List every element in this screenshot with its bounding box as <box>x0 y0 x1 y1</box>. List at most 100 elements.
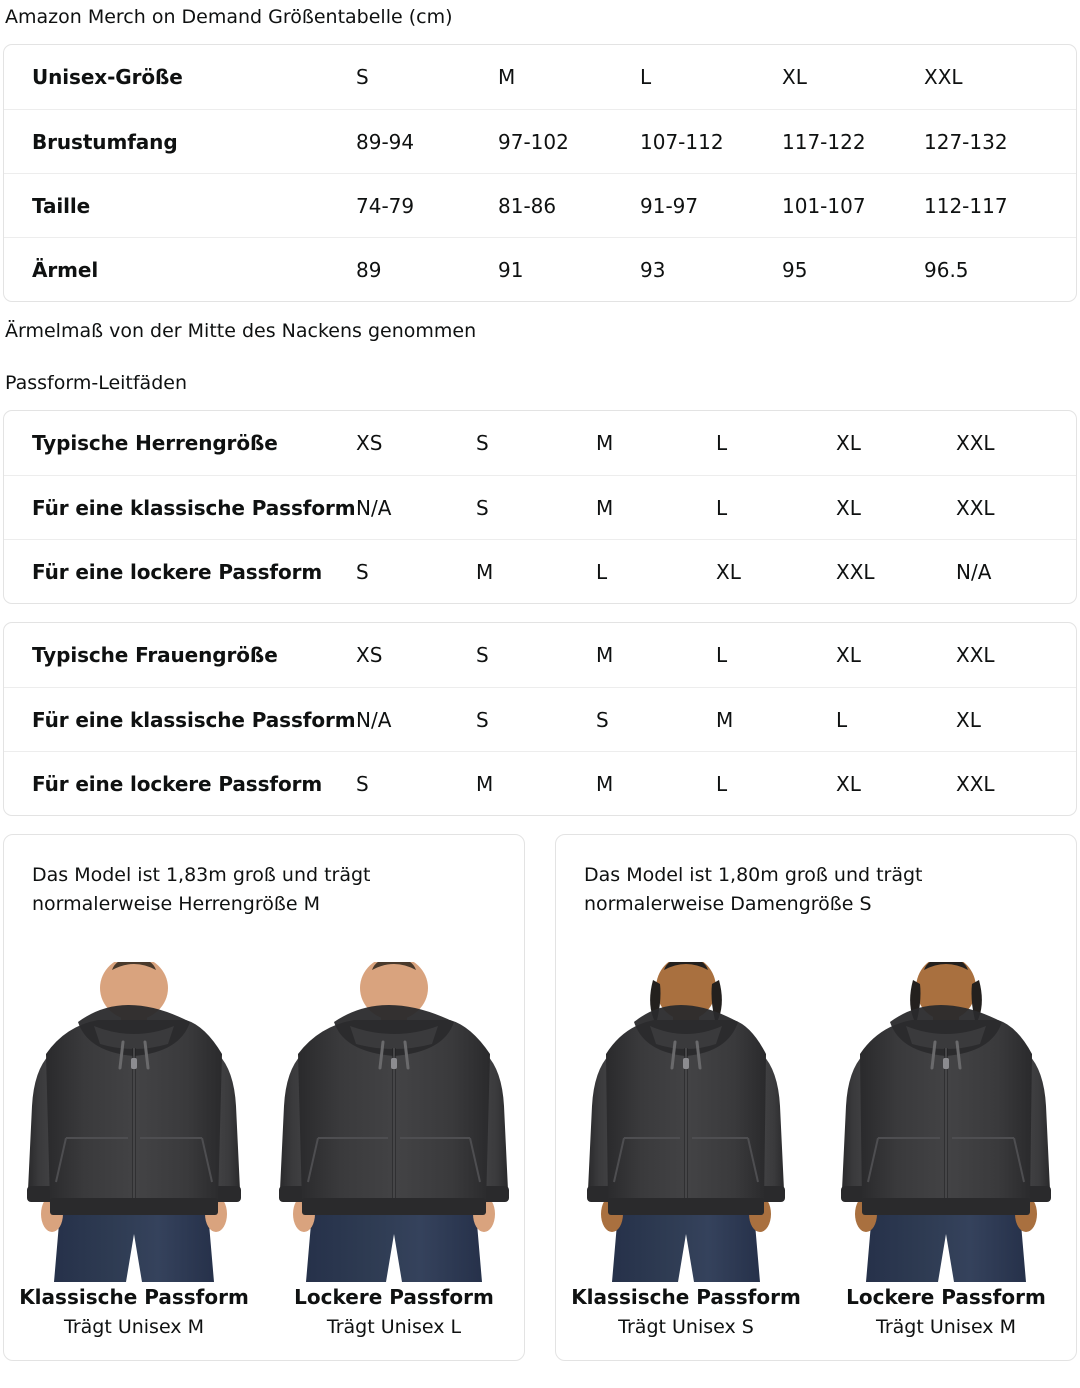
mens-fit-row-label: Typische Herrengröße <box>32 431 278 455</box>
table-row: Für eine lockere Passform S M L XL XXL N/A <box>4 539 1076 603</box>
size-row-label: Taille <box>32 193 91 218</box>
model-photo-classic <box>10 962 258 1282</box>
table-cell: XL <box>716 559 741 584</box>
table-cell: 89-94 <box>356 129 415 154</box>
wears-size-label: Trägt Unisex S <box>618 1316 754 1338</box>
table-cell: 101-107 <box>782 193 866 218</box>
womens-fit-row-label: Typische Frauengröße <box>32 643 278 667</box>
table-cell: S <box>356 771 369 796</box>
model-card-captions: Klassische Passform Trägt Unisex M Lockere… <box>4 1282 524 1360</box>
table-cell: XL <box>836 771 861 796</box>
page-title: Amazon Merch on Demand Größentabelle (cm… <box>5 6 453 28</box>
mens-fit-row-label: Für eine lockere Passform <box>32 559 323 584</box>
model-photo-classic <box>562 962 810 1282</box>
table-row: Für eine klassische Passform N/A S S M L XL <box>4 687 1076 751</box>
wears-size-label: Trägt Unisex L <box>326 1316 462 1338</box>
table-cell: XS <box>356 431 383 455</box>
size-row-label: Brustumfang <box>32 129 178 154</box>
model-card: Das Model ist 1,80m groß und trägt norma… <box>555 834 1077 1361</box>
model-photo-relaxed <box>270 962 518 1282</box>
table-cell: 91 <box>498 257 524 282</box>
table-row: Typische Herrengröße XS S M L XL XXL <box>4 411 1076 475</box>
table-cell: S <box>356 559 369 584</box>
table-cell: XXL <box>956 431 995 455</box>
table-cell: M <box>596 643 614 667</box>
model-cards-row: Das Model ist 1,83m groß und trägt norma… <box>3 834 1077 1361</box>
size-row-label: Unisex-Größe <box>32 65 183 89</box>
unisex-size-table: Unisex-Größe S M L XL XXL Brustumfang 89-94 97-1… <box>3 44 1077 302</box>
fit-label: Lockere Passform <box>294 1285 494 1309</box>
table-cell: S <box>596 707 609 732</box>
table-cell: L <box>596 559 608 584</box>
table-cell: 89 <box>356 257 382 282</box>
model-photo-relaxed <box>822 962 1070 1282</box>
wears-size-label: Trägt Unisex M <box>64 1316 204 1338</box>
table-cell: L <box>640 65 652 89</box>
table-cell: N/A <box>356 707 392 732</box>
table-cell: XXL <box>956 495 995 520</box>
table-cell: XXL <box>956 771 995 796</box>
table-cell: L <box>716 495 728 520</box>
table-row: Für eine lockere Passform S M M L XL XXL <box>4 751 1076 815</box>
table-cell: M <box>596 431 614 455</box>
table-cell: M <box>596 495 614 520</box>
fit-label: Lockere Passform <box>846 1285 1046 1309</box>
table-cell: XL <box>836 495 861 520</box>
table-cell: M <box>476 559 494 584</box>
model-card-title: Das Model ist 1,83m groß und trägt norma… <box>32 864 371 915</box>
table-cell: XS <box>356 643 383 667</box>
table-cell: S <box>356 65 369 89</box>
table-cell: S <box>476 643 489 667</box>
table-cell: XL <box>836 431 861 455</box>
model-card-captions: Klassische Passform Trägt Unisex S Lockere… <box>556 1282 1076 1360</box>
table-cell: 117-122 <box>782 129 866 154</box>
table-cell: 93 <box>640 257 666 282</box>
table-cell: 96.5 <box>924 257 969 282</box>
wears-size-label: Trägt Unisex M <box>876 1316 1016 1338</box>
table-cell: S <box>476 495 489 520</box>
fit-label: Klassische Passform <box>571 1285 801 1309</box>
table-cell: 112-117 <box>924 193 1008 218</box>
mens-fit-guide-table: Typische Herrengröße XS S M L XL XXL Für eine k… <box>3 410 1077 604</box>
table-cell: XL <box>956 707 981 732</box>
table-cell: L <box>716 643 728 667</box>
table-cell: XXL <box>924 65 963 89</box>
womens-fit-guide-table: Typische Frauengröße XS S M L XL XXL Für eine k… <box>3 622 1077 816</box>
table-cell: S <box>476 431 489 455</box>
table-cell: L <box>836 707 848 732</box>
table-cell: 107-112 <box>640 129 724 154</box>
table-row: Brustumfang 89-94 97-102 107-112 117-122 127-… <box>4 109 1076 173</box>
mens-fit-row-label: Für eine klassische Passform <box>32 495 356 520</box>
fit-caption: Klassische Passform Trägt Unisex M <box>4 1282 264 1342</box>
model-photos <box>556 919 1076 1282</box>
size-row-label: Ärmel <box>32 257 99 282</box>
womens-fit-row-label: Für eine klassische Passform <box>32 707 356 732</box>
table-cell: 95 <box>782 257 808 282</box>
model-card: Das Model ist 1,83m groß und trägt norma… <box>3 834 525 1361</box>
table-row: Taille 74-79 81-86 91-97 101-107 112-117 <box>4 173 1076 237</box>
model-photos <box>4 919 524 1282</box>
table-cell: M <box>476 771 494 796</box>
table-cell: XXL <box>956 643 995 667</box>
table-cell: 97-102 <box>498 129 569 154</box>
table-row: Für eine klassische Passform N/A S M L XL XXL <box>4 475 1076 539</box>
table-cell: XL <box>836 643 861 667</box>
table-cell: 74-79 <box>356 193 415 218</box>
table-row: Typische Frauengröße XS S M L XL XXL <box>4 623 1076 687</box>
table-cell: S <box>476 707 489 732</box>
table-cell: L <box>716 771 728 796</box>
fit-guides-heading: Passform-Leitfäden <box>5 372 187 394</box>
table-cell: M <box>716 707 734 732</box>
table-row: Unisex-Größe S M L XL XXL <box>4 45 1076 109</box>
table-cell: N/A <box>956 559 992 584</box>
model-card-title: Das Model ist 1,80m groß und trägt norma… <box>584 864 923 915</box>
sleeve-measurement-note: Ärmelmaß von der Mitte des Nackens genom… <box>5 320 477 342</box>
table-cell: XXL <box>836 559 875 584</box>
fit-caption: Lockere Passform Trägt Unisex M <box>816 1282 1076 1342</box>
womens-fit-row-label: Für eine lockere Passform <box>32 771 323 796</box>
table-cell: M <box>498 65 516 89</box>
table-cell: 81-86 <box>498 193 557 218</box>
table-cell: M <box>596 771 614 796</box>
fit-caption: Lockere Passform Trägt Unisex L <box>264 1282 524 1342</box>
